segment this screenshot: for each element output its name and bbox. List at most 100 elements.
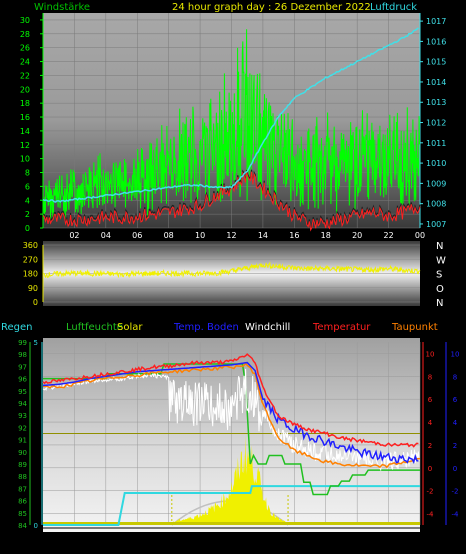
winddir-compass-label: W [436, 255, 446, 266]
weather-x-tick-label: 12 [226, 536, 236, 545]
wind-y-tick-label: 6 [25, 182, 30, 191]
rain-y-tick-label: 0 [34, 522, 38, 530]
wind-x-tick-label: 06 [132, 231, 142, 240]
winddir-y-tick-label: 360 [23, 241, 38, 250]
winddir-y-tick-label: 0 [33, 298, 38, 307]
humidity-y-tick-label: 87 [18, 485, 27, 493]
dewpoint-series [42, 362, 421, 469]
wind-x-tick-label: 12 [226, 231, 236, 240]
weather-x-tick-label: 18 [321, 536, 331, 545]
left-axis-title: Windstärke [34, 2, 90, 13]
wind-y-tick-label: 28 [20, 30, 30, 39]
weather-x-tick-label: 00 [415, 536, 425, 545]
wind-y-tick-label: 4 [25, 196, 30, 205]
humidity-y-tick-label: 91 [18, 437, 27, 445]
humidity-y-tick-label: 98 [18, 351, 27, 359]
soil-y-tick-label: 8 [453, 373, 457, 381]
weather-x-tick-label: 16 [289, 536, 299, 545]
wind-x-tick-label: 08 [164, 231, 174, 240]
soil-y-tick-label: 2 [453, 442, 457, 450]
right-axis-title: Luftdruck [370, 2, 417, 13]
sun-label: Sun [187, 540, 202, 549]
wind-y-tick-label: 24 [20, 58, 30, 67]
humidity-y-tick-label: 93 [18, 412, 27, 420]
legend-temp-boden: Temp. Boden [173, 322, 239, 333]
wind-x-tick-label: 16 [289, 231, 299, 240]
wind-x-tick-label: 04 [101, 231, 111, 240]
legend-windchill: Windchill [245, 322, 290, 333]
pressure-y-tick-label: 1013 [426, 98, 446, 107]
winddir-series [42, 261, 421, 279]
soil-y-tick-label: 4 [453, 419, 458, 427]
wind-y-tick-label: 2 [25, 210, 30, 219]
humidity-y-tick-label: 97 [18, 363, 27, 371]
soil-y-tick-label: 10 [451, 350, 460, 358]
winddir-compass-label: O [436, 284, 444, 295]
wind-y-tick-label: 26 [20, 44, 30, 53]
winddir-compass-label: S [436, 270, 442, 281]
solar-series [171, 435, 289, 525]
wind-y-tick-label: 16 [20, 113, 30, 122]
humidity-y-tick-label: 96 [18, 376, 27, 384]
winddir-y-tick-label: 90 [28, 284, 38, 293]
legend-taupunkt: Taupunkt [391, 322, 438, 333]
wind-y-tick-label: 18 [20, 99, 30, 108]
wind-y-tick-label: 10 [20, 155, 30, 164]
wind-x-tick-label: 14 [258, 231, 268, 240]
rain-y-tick-label: 5 [34, 339, 38, 347]
rain-series [43, 485, 420, 526]
wind-y-tick-label: 30 [20, 16, 30, 25]
pressure-y-tick-label: 1015 [426, 58, 446, 67]
windchill-series [42, 368, 420, 472]
temp-y-tick-label: -4 [427, 511, 435, 519]
legend-luftfeuchte: Luftfeuchte [66, 322, 123, 333]
wind-x-tick-label: 18 [321, 231, 331, 240]
weather-x-tick-label: 06 [132, 536, 142, 545]
pressure-y-tick-label: 1008 [426, 200, 446, 209]
soil-temp-series [42, 361, 419, 464]
legend-temperatur: Temperatur [312, 322, 371, 333]
winddir-compass-label: N [436, 241, 443, 252]
weather-x-tick-label: 14 [258, 536, 268, 545]
wind-x-tick-label: 00 [415, 231, 425, 240]
wind-y-tick-label: 0 [25, 224, 30, 233]
humidity-y-tick-label: 94 [18, 400, 27, 408]
humidity-y-tick-label: 92 [18, 424, 27, 432]
soil-y-tick-label: -4 [452, 511, 460, 519]
pressure-y-tick-label: 1012 [426, 119, 446, 128]
humidity-y-tick-label: 85 [18, 510, 27, 518]
temp-y-tick-label: 2 [428, 442, 432, 450]
soil-y-tick-label: -2 [452, 488, 459, 496]
humidity-y-tick-label: 89 [18, 461, 27, 469]
humidity-y-tick-label: 90 [18, 449, 27, 457]
soil-y-tick-label: 6 [453, 396, 458, 404]
wind-y-tick-label: 20 [20, 85, 30, 94]
pressure-y-tick-label: 1009 [426, 179, 446, 188]
pressure-y-tick-label: 1017 [426, 17, 446, 26]
weather-x-tick-label: 22 [383, 536, 393, 545]
temp-y-tick-label: 0 [428, 465, 432, 473]
temp-y-tick-label: 8 [428, 373, 432, 381]
gust-series [42, 29, 420, 220]
temp-y-tick-label: -2 [427, 488, 434, 496]
pressure-y-tick-label: 1014 [426, 78, 446, 87]
wind-y-tick-label: 8 [25, 169, 30, 178]
legend-solar: Solar [117, 322, 143, 333]
humidity-y-tick-label: 88 [18, 473, 27, 481]
winddir-y-tick-label: 270 [23, 255, 38, 264]
pressure-y-tick-label: 1010 [426, 159, 446, 168]
wind-x-tick-label: 22 [383, 231, 393, 240]
weather-x-tick-label: 20 [352, 536, 362, 545]
weather-x-tick-label: 10 [195, 536, 205, 545]
wind-y-tick-label: 12 [20, 141, 30, 150]
chart-title: 24 hour graph day : 26 Dezember 2022 [172, 2, 371, 13]
wind-x-tick-label: 02 [69, 231, 79, 240]
weather-x-tick-label: 08 [164, 536, 174, 545]
legend-regen: Regen [1, 322, 33, 333]
pressure-y-tick-label: 1011 [426, 139, 446, 148]
humidity-y-tick-label: 86 [18, 498, 27, 506]
temp-y-tick-label: 6 [428, 396, 433, 404]
soil-y-tick-label: 0 [453, 465, 457, 473]
pressure-y-tick-label: 1016 [426, 37, 446, 46]
